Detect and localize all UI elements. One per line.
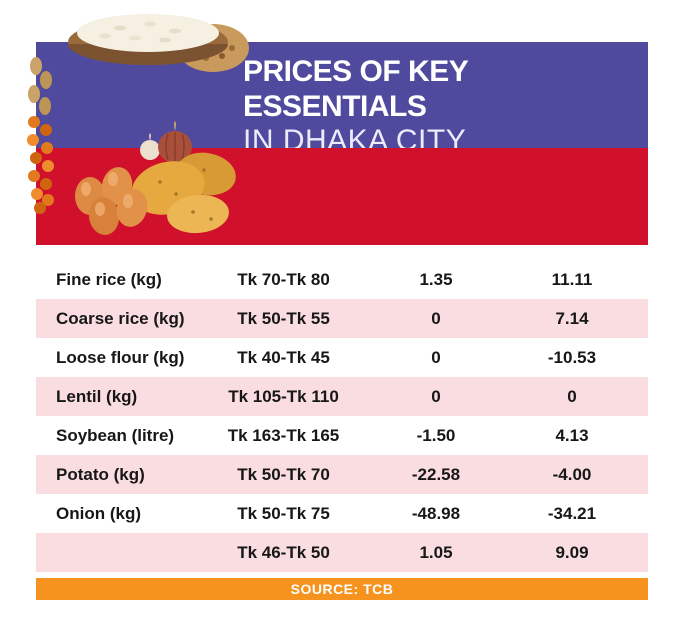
title-banner: PRICES OF KEY ESSENTIALS IN DHAKA CITY: [36, 42, 648, 157]
item-cell: Coarse rice (kg): [56, 308, 185, 328]
change-b-cell: 7.14: [555, 308, 589, 328]
price-range-cell: Tk 50-Tk 55: [237, 308, 330, 328]
change-a-cell: -22.58: [411, 464, 461, 484]
change-a-cell: 1.35: [419, 269, 453, 289]
item-cell: Soybean (litre): [56, 425, 175, 445]
table-row: Fine rice (kg) Tk 70-Tk 80 1.35 11.11: [36, 260, 648, 299]
table-row: Lentil (kg) Tk 105-Tk 110 0 0: [36, 377, 648, 416]
item-cell: Potato (kg): [56, 464, 145, 484]
change-a-cell: 0: [431, 347, 441, 367]
price-range-cell: Tk 40-Tk 45: [237, 347, 330, 367]
table-row: Potato (kg) Tk 50-Tk 70 -22.58 -4.00: [36, 455, 648, 494]
price-range-cell: Tk 163-Tk 165: [227, 425, 340, 445]
table-row: Tk 46-Tk 50 1.05 9.09: [36, 533, 648, 572]
price-range-cell: Tk 70-Tk 80: [237, 269, 330, 289]
table-row: Loose flour (kg) Tk 40-Tk 45 0 -10.53: [36, 338, 648, 377]
item-cell: Loose flour (kg): [56, 347, 185, 367]
item-cell: Lentil (kg): [56, 386, 138, 406]
item-cell: Onion (kg): [56, 503, 141, 523]
table-row: Coarse rice (kg) Tk 50-Tk 55 0 7.14: [36, 299, 648, 338]
price-range-cell: Tk 105-Tk 110: [228, 386, 339, 406]
change-a-cell: 0: [431, 386, 441, 406]
change-b-cell: -10.53: [547, 347, 597, 367]
red-band: [36, 148, 648, 245]
table-row: Soybean (litre) Tk 163-Tk 165 -1.50 4.13: [36, 416, 648, 455]
change-b-cell: 11.11: [551, 269, 593, 289]
item-cell: Fine rice (kg): [56, 269, 162, 289]
change-b-cell: -4.00: [552, 464, 592, 484]
change-b-cell: 0: [567, 386, 577, 406]
page-title: PRICES OF KEY ESSENTIALS: [243, 55, 468, 123]
change-a-cell: 0: [431, 308, 441, 328]
price-table: Fine rice (kg) Tk 70-Tk 80 1.35 11.11 Co…: [36, 260, 648, 572]
change-a-cell: -48.98: [411, 503, 461, 523]
change-b-cell: 4.13: [555, 425, 589, 445]
change-a-cell: -1.50: [416, 425, 456, 445]
change-b-cell: 9.09: [555, 542, 589, 562]
price-range-cell: Tk 50-Tk 70: [237, 464, 330, 484]
change-a-cell: 1.05: [419, 542, 453, 562]
source-label: SOURCE: TCB: [290, 581, 394, 597]
table-row: Onion (kg) Tk 50-Tk 75 -48.98 -34.21: [36, 494, 648, 533]
title-block: PRICES OF KEY ESSENTIALS IN DHAKA CITY: [243, 55, 648, 159]
change-b-cell: -34.21: [547, 503, 597, 523]
price-range-cell: Tk 46-Tk 50: [237, 542, 330, 562]
source-bar: SOURCE: TCB: [36, 578, 648, 600]
price-range-cell: Tk 50-Tk 75: [237, 503, 330, 523]
